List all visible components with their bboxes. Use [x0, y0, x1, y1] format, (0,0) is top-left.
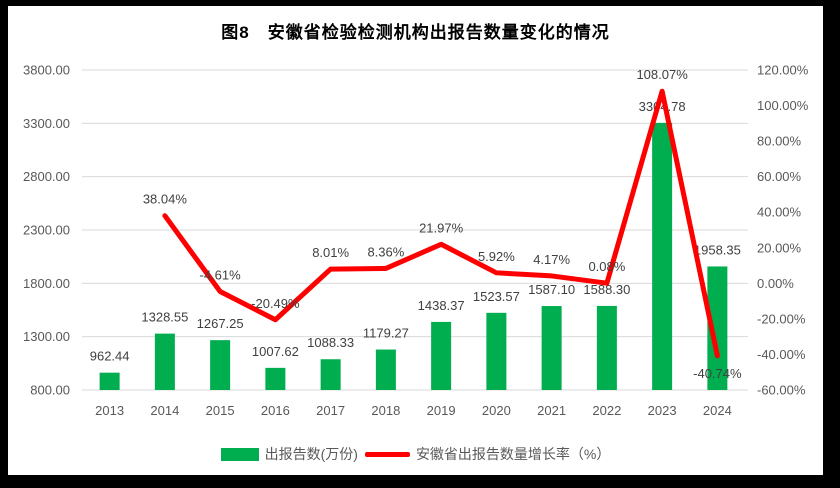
x-axis-tick-label: 2022 — [592, 403, 621, 418]
bar-data-label: 3304.78 — [639, 99, 686, 114]
legend-item-bars: 出报告数(万份) — [220, 444, 358, 464]
bar-2020 — [486, 312, 507, 390]
x-axis-tick-label: 2021 — [537, 403, 566, 418]
line-data-label: -20.49% — [251, 296, 300, 311]
right-axis-tick-label: -60.00% — [757, 383, 806, 398]
bar-data-label: 1007.62 — [252, 344, 299, 359]
line-data-label: 8.01% — [312, 245, 349, 260]
x-axis-tick-label: 2017 — [316, 403, 345, 418]
left-axis-tick-label: 800.00 — [30, 383, 70, 398]
right-axis-tick-label: 80.00% — [757, 134, 802, 149]
legend-label-bars: 出报告数(万份) — [264, 446, 358, 462]
bar-data-label: 1588.30 — [583, 282, 630, 297]
chart-title: 图8 安徽省检验检测机构出报告数量变化的情况 — [221, 23, 610, 42]
bar-data-label: 1267.25 — [197, 316, 244, 331]
bar-data-label: 1523.57 — [473, 289, 520, 304]
line-data-label: 108.07% — [636, 67, 688, 82]
bar-2021 — [541, 306, 562, 390]
bar-2015 — [210, 340, 231, 390]
legend: 出报告数(万份) 安徽省出报告数量增长率（%） — [8, 444, 823, 464]
line-data-label: 4.17% — [533, 252, 570, 267]
left-axis-tick-label: 3800.00 — [23, 63, 70, 78]
x-axis-tick-label: 2018 — [371, 403, 400, 418]
line-series-swatch — [364, 451, 410, 457]
line-data-label: 21.97% — [419, 220, 464, 235]
bar-2017 — [320, 359, 341, 390]
line-data-label: -40.74% — [693, 366, 742, 381]
bar-2022 — [596, 305, 617, 390]
bar-2023 — [652, 122, 673, 391]
right-axis-tick-label: 60.00% — [757, 169, 802, 184]
bar-2018 — [375, 349, 396, 390]
right-axis-tick-label: 40.00% — [757, 205, 802, 220]
bar-data-label: 1587.10 — [528, 282, 575, 297]
bar-2014 — [154, 333, 175, 390]
bar-data-label: 1088.33 — [307, 335, 354, 350]
right-axis-tick-label: 0.00% — [757, 276, 794, 291]
x-axis-tick-label: 2013 — [95, 403, 124, 418]
x-axis-tick-label: 2023 — [648, 403, 677, 418]
bar-data-label: 1179.27 — [363, 326, 409, 341]
bar-2013 — [99, 372, 120, 390]
right-axis-tick-label: 100.00% — [757, 98, 809, 113]
left-axis-tick-label: 2300.00 — [23, 223, 70, 238]
left-axis-tick-label: 1800.00 — [23, 276, 70, 291]
line-data-label: -4.61% — [200, 268, 242, 283]
right-axis-tick-label: 20.00% — [757, 240, 802, 255]
chart-canvas: 图8 安徽省检验检测机构出报告数量变化的情况 800.00 1300.00 1800… — [8, 6, 823, 475]
x-axis-tick-label: 2020 — [482, 403, 511, 418]
x-axis-tick-label: 2024 — [703, 403, 732, 418]
bar-series-swatch — [220, 447, 259, 461]
left-axis-tick-label: 3300.00 — [23, 116, 70, 131]
right-axis-tick-label: -20.00% — [757, 311, 806, 326]
line-data-label: 0.08% — [588, 259, 625, 274]
bar-data-label: 1328.55 — [141, 310, 188, 325]
growth-rate-line — [162, 88, 720, 359]
bar-data-label: 962.44 — [90, 349, 130, 364]
right-axis-tick-label: -40.00% — [757, 347, 806, 362]
bar-2016 — [265, 367, 286, 390]
line-data-label: 5.92% — [478, 249, 515, 264]
line-data-label: 38.04% — [143, 192, 188, 207]
bar-2024 — [707, 266, 728, 390]
x-axis-tick-label: 2014 — [150, 403, 179, 418]
x-axis-tick-label: 2016 — [261, 403, 290, 418]
bar-data-label: 1958.35 — [694, 242, 741, 257]
legend-item-line: 安徽省出报告数量增长率（%） — [364, 444, 611, 464]
bar-data-label: 1438.37 — [418, 298, 465, 313]
bar-2019 — [431, 321, 452, 390]
right-axis-tick-label: 120.00% — [757, 63, 809, 78]
left-axis-tick-label: 2800.00 — [23, 169, 70, 184]
line-data-label: 8.36% — [367, 244, 404, 259]
left-axis-tick-label: 1300.00 — [23, 329, 70, 344]
combo-chart: 800.00 1300.00 1800.00 2300.00 2800.00 3300.0… — [23, 63, 809, 419]
x-axis-tick-label: 2015 — [206, 403, 235, 418]
x-axis-tick-label: 2019 — [427, 403, 456, 418]
legend-label-line: 安徽省出报告数量增长率（%） — [415, 446, 611, 462]
